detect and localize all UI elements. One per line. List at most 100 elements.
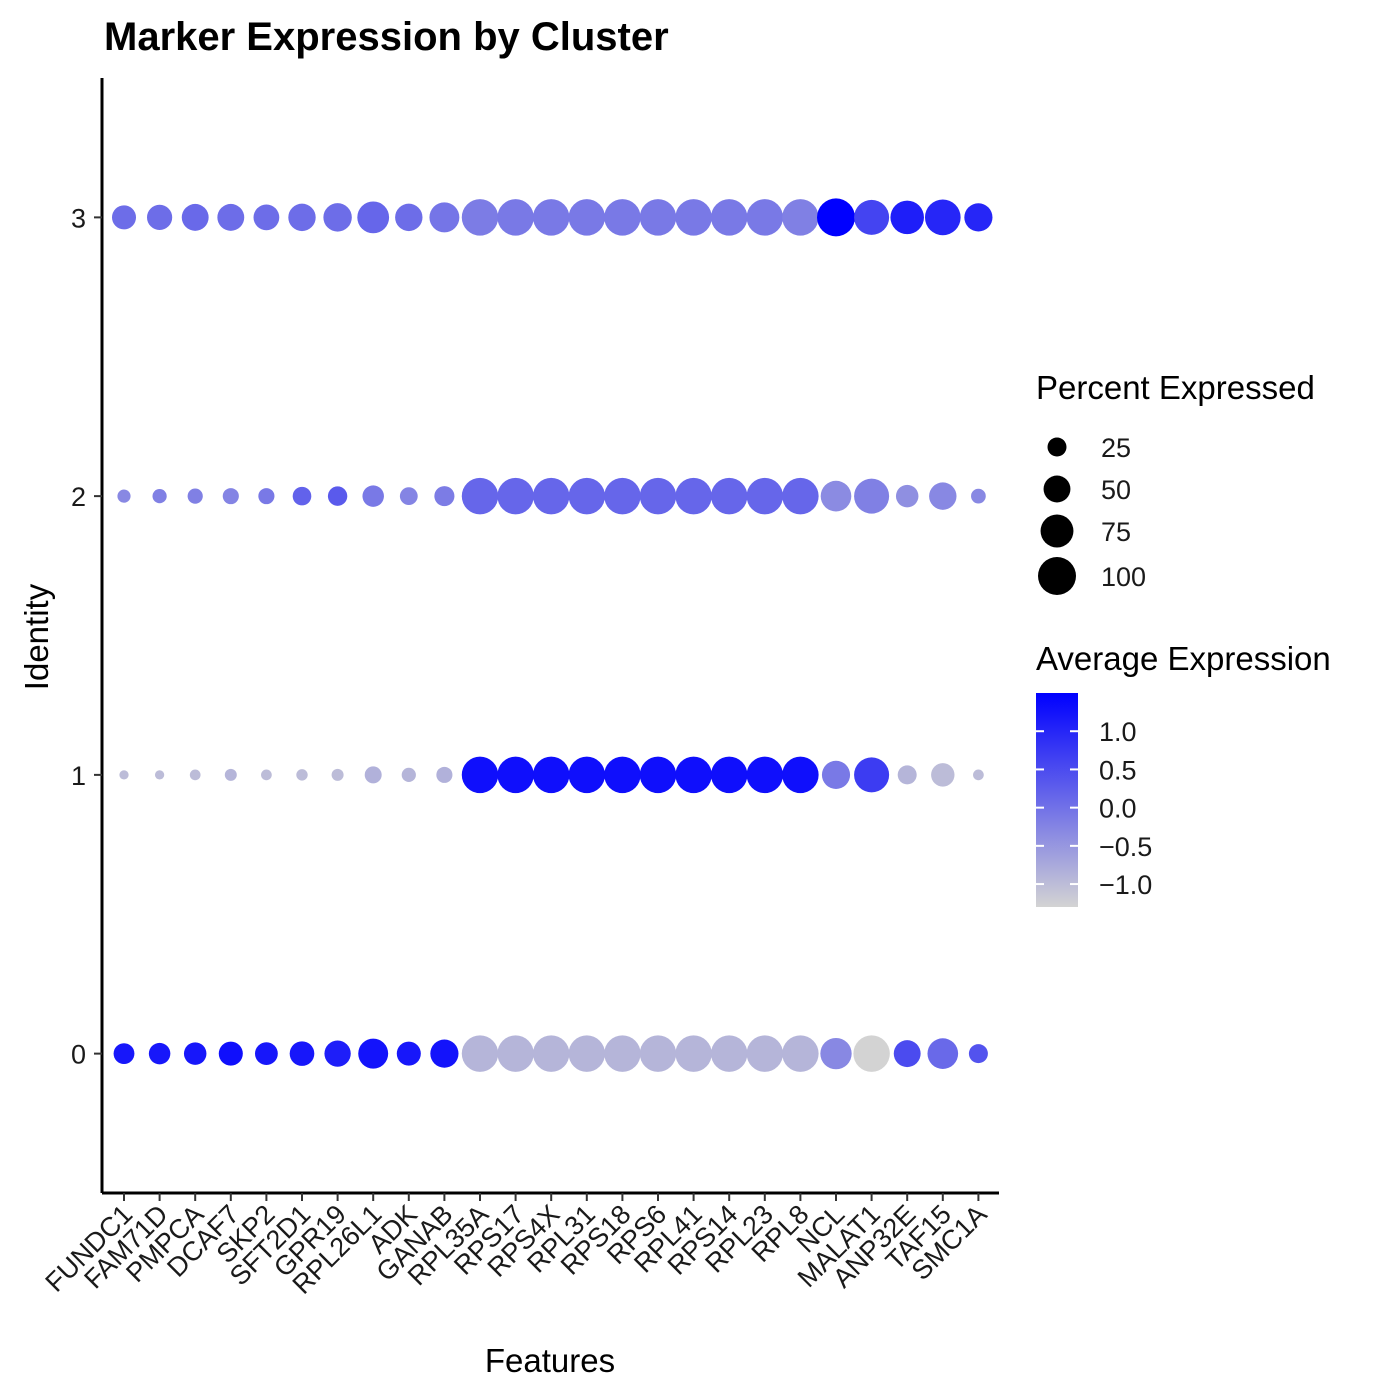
- color-legend-label-1: 0.5: [1099, 755, 1137, 785]
- dot-ncl-cluster-1: [821, 760, 851, 789]
- dot-fundc1-cluster-2: [117, 489, 131, 503]
- dot-fam71d-cluster-1: [154, 770, 165, 780]
- y-axis-ticks: 0 1 2 3: [71, 203, 102, 1070]
- dot-fundc1-cluster-3: [111, 205, 137, 230]
- dot-anp32e-cluster-1: [897, 765, 917, 785]
- dot-skp2-cluster-0: [255, 1042, 278, 1066]
- dot-rpl23-cluster-1: [746, 756, 784, 794]
- dot-fundc1-cluster-0: [113, 1043, 135, 1065]
- dot-rpl8-cluster-3: [782, 199, 819, 236]
- dot-ganab-cluster-3: [429, 202, 460, 233]
- y-tick-label-2: 2: [71, 482, 86, 512]
- dot-anp32e-cluster-3: [890, 200, 924, 235]
- dot-sft2d1-cluster-2: [292, 486, 312, 506]
- dot-sft2d1-cluster-1: [296, 769, 308, 781]
- dot-ganab-cluster-2: [434, 486, 455, 507]
- dot-rpl41-cluster-2: [675, 477, 712, 515]
- dot-rps6-cluster-0: [639, 1035, 677, 1072]
- y-axis-title: Identity: [18, 583, 55, 690]
- dot-rps4x-cluster-2: [532, 477, 570, 515]
- dot-ncl-cluster-2: [820, 480, 852, 512]
- dot-rpl8-cluster-0: [782, 1035, 819, 1072]
- dot-rps6-cluster-1: [639, 756, 677, 794]
- dot-smc1a-cluster-2: [971, 488, 986, 504]
- size-legend: Percent Expressed 25 50 75 100: [1036, 369, 1315, 595]
- dot-skp2-cluster-2: [258, 488, 275, 505]
- color-legend-bar: [1036, 693, 1078, 907]
- dot-pmpca-cluster-2: [187, 488, 203, 504]
- x-axis-ticks: FUNDC1FAM71DPMPCADCAF7SKP2SFT2D1GPR19RPL…: [40, 1193, 993, 1300]
- dot-gpr19-cluster-1: [331, 768, 344, 781]
- dot-malat1-cluster-1: [854, 757, 890, 793]
- dot-rps17-cluster-2: [497, 477, 534, 515]
- dot-smc1a-cluster-0: [968, 1044, 988, 1064]
- dot-pmpca-cluster-3: [181, 203, 209, 231]
- dot-rpl31-cluster-0: [568, 1035, 606, 1072]
- size-legend-label-75: 75: [1101, 517, 1131, 547]
- dot-rpl41-cluster-1: [675, 756, 712, 794]
- dot-rpl35a-cluster-2: [461, 477, 499, 515]
- dot-adk-cluster-2: [399, 487, 418, 506]
- dot-pmpca-cluster-0: [183, 1042, 207, 1065]
- points-layer: [111, 198, 993, 1072]
- dot-rpl23-cluster-0: [746, 1035, 784, 1072]
- dot-sft2d1-cluster-3: [288, 203, 316, 232]
- size-legend-label-50: 50: [1101, 475, 1131, 505]
- dot-anp32e-cluster-0: [893, 1040, 921, 1068]
- dot-fundc1-cluster-1: [119, 770, 129, 780]
- size-legend-dot-25: [1047, 437, 1067, 457]
- dot-rpl35a-cluster-0: [461, 1035, 499, 1072]
- dot-rpl31-cluster-2: [568, 477, 606, 515]
- dot-rps4x-cluster-3: [532, 199, 570, 236]
- dot-fam71d-cluster-3: [147, 204, 173, 230]
- dot-rps17-cluster-0: [497, 1035, 534, 1072]
- dot-adk-cluster-0: [396, 1041, 421, 1066]
- chart-title: Marker Expression by Cluster: [104, 15, 669, 59]
- dot-ncl-cluster-3: [817, 198, 855, 237]
- dot-adk-cluster-3: [395, 203, 423, 232]
- dot-gpr19-cluster-0: [324, 1040, 351, 1067]
- dot-rps18-cluster-3: [604, 199, 641, 236]
- dot-rps17-cluster-3: [497, 199, 534, 236]
- dot-fam71d-cluster-0: [148, 1042, 171, 1065]
- color-legend: Average Expression 1.0 0.5 0.0 −0.5 −1.0: [1036, 640, 1331, 907]
- dot-gpr19-cluster-2: [327, 486, 348, 506]
- dot-rpl8-cluster-1: [782, 756, 819, 794]
- dot-ncl-cluster-0: [820, 1037, 852, 1070]
- dot-anp32e-cluster-2: [895, 484, 919, 508]
- size-legend-label-100: 100: [1101, 562, 1146, 592]
- dot-rps4x-cluster-1: [532, 756, 570, 794]
- dot-rps18-cluster-1: [604, 756, 641, 794]
- dot-gpr19-cluster-3: [323, 203, 352, 232]
- dot-malat1-cluster-2: [854, 478, 890, 514]
- dot-rps4x-cluster-0: [532, 1035, 570, 1072]
- color-legend-label-0: 1.0: [1099, 717, 1137, 747]
- dot-sft2d1-cluster-0: [289, 1041, 315, 1066]
- dot-dcaf7-cluster-3: [217, 203, 245, 231]
- dot-taf15-cluster-1: [931, 763, 955, 787]
- dot-rpl26l1-cluster-3: [357, 201, 390, 234]
- dot-rpl23-cluster-2: [746, 477, 784, 515]
- y-tick-label-0: 0: [71, 1040, 86, 1070]
- size-legend-title: Percent Expressed: [1036, 369, 1315, 406]
- dot-rpl31-cluster-3: [568, 199, 606, 236]
- dot-malat1-cluster-3: [854, 199, 890, 235]
- dot-dcaf7-cluster-0: [218, 1041, 243, 1066]
- color-legend-label-4: −1.0: [1099, 870, 1152, 900]
- dot-rpl23-cluster-3: [746, 199, 784, 236]
- dot-rpl26l1-cluster-2: [362, 485, 384, 507]
- x-axis-title: Features: [485, 1342, 615, 1379]
- dot-rps18-cluster-0: [604, 1035, 641, 1072]
- dot-rpl26l1-cluster-0: [358, 1038, 389, 1069]
- dot-dcaf7-cluster-2: [222, 488, 239, 505]
- dot-taf15-cluster-0: [927, 1038, 959, 1069]
- dot-rps6-cluster-3: [639, 199, 677, 236]
- dot-skp2-cluster-1: [261, 769, 272, 781]
- dot-adk-cluster-1: [401, 767, 416, 782]
- dot-taf15-cluster-3: [924, 199, 961, 236]
- size-legend-dot-100: [1038, 557, 1076, 595]
- dot-pmpca-cluster-1: [189, 769, 201, 781]
- dot-taf15-cluster-2: [929, 482, 957, 510]
- color-legend-label-3: −0.5: [1099, 832, 1152, 862]
